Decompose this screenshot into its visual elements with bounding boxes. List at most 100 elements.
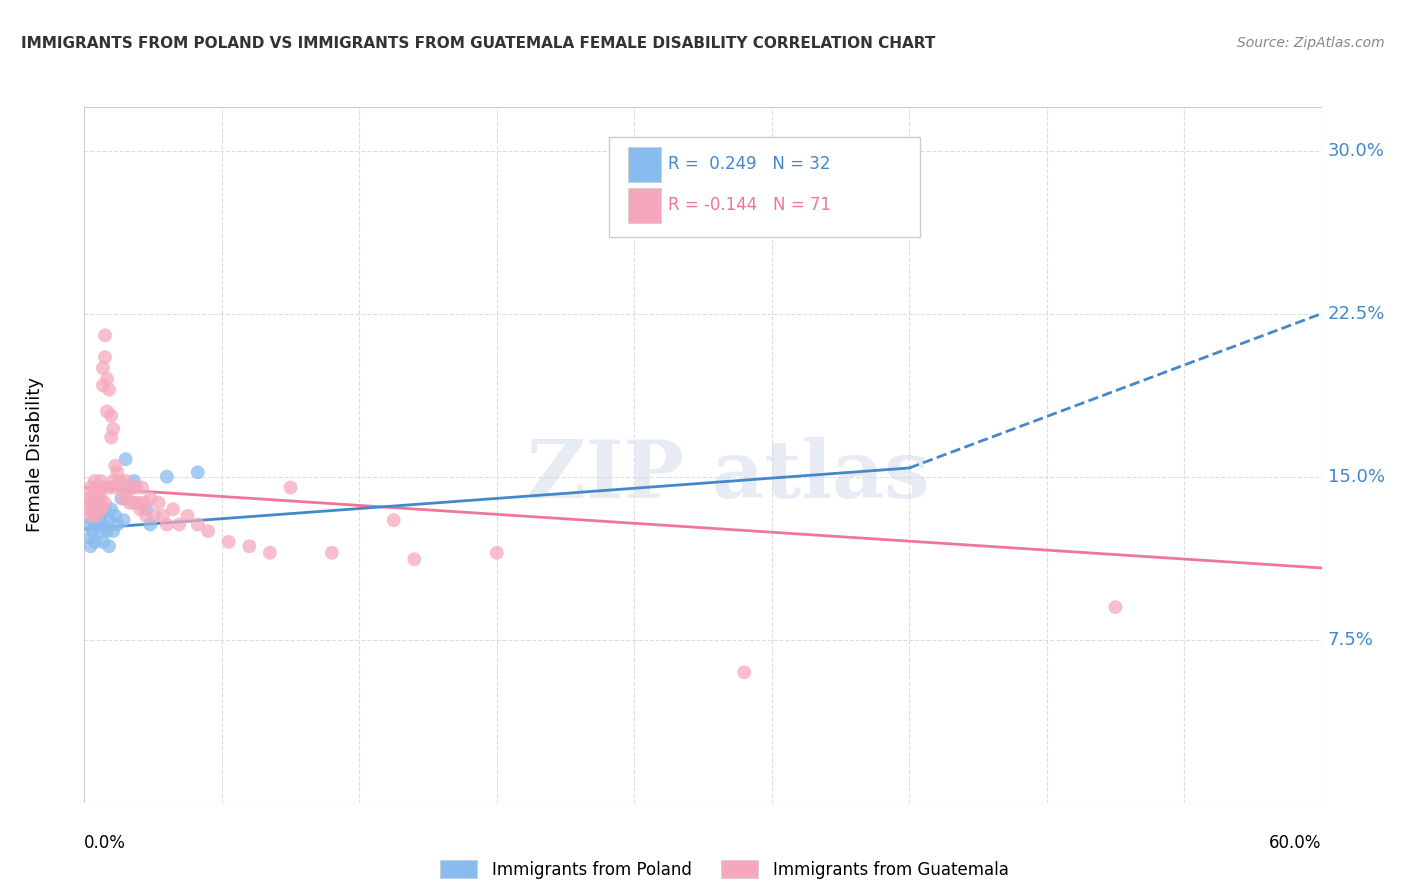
Point: [94, 328, 117, 343]
Point: [148, 496, 170, 510]
Point: [162, 502, 184, 516]
Point: [86, 502, 108, 516]
Point: [110, 491, 132, 506]
Point: [86, 496, 108, 510]
Point: [104, 458, 127, 473]
Point: [86, 517, 108, 532]
Point: [139, 491, 162, 506]
Point: [135, 508, 157, 523]
Point: [382, 513, 405, 527]
Point: [104, 508, 127, 523]
Text: R =  0.249   N = 32: R = 0.249 N = 32: [668, 155, 831, 173]
Point: [218, 535, 240, 549]
Point: [121, 481, 143, 495]
Point: [90, 474, 112, 488]
Point: [83, 535, 105, 549]
Point: [82, 496, 104, 510]
Text: 22.5%: 22.5%: [1327, 304, 1385, 323]
Point: [77, 517, 100, 532]
Point: [87, 513, 110, 527]
Point: [112, 491, 135, 506]
Point: [79, 539, 101, 553]
Point: [94, 502, 117, 516]
Point: [98, 481, 121, 495]
Point: [98, 539, 121, 553]
Point: [96, 404, 118, 418]
Point: [83, 508, 105, 523]
Point: [1104, 600, 1126, 615]
Text: IMMIGRANTS FROM POLAND VS IMMIGRANTS FROM GUATEMALA FEMALE DISABILITY CORRELATIO: IMMIGRANTS FROM POLAND VS IMMIGRANTS FRO…: [21, 36, 935, 51]
Point: [79, 531, 101, 545]
Point: [91, 517, 114, 532]
Point: [105, 466, 128, 480]
Point: [485, 546, 508, 560]
Point: [135, 502, 157, 516]
Point: [114, 452, 136, 467]
Point: [129, 502, 152, 516]
Point: [82, 513, 104, 527]
Text: Immigrants from Guatemala: Immigrants from Guatemala: [773, 861, 1010, 879]
Point: [103, 474, 125, 488]
Point: [104, 481, 127, 495]
Point: [143, 508, 166, 523]
Point: [238, 539, 260, 553]
Point: [82, 524, 104, 538]
Text: 0.0%: 0.0%: [84, 834, 127, 852]
Point: [152, 508, 174, 523]
Point: [125, 481, 148, 495]
Text: 30.0%: 30.0%: [1327, 142, 1385, 160]
Point: [96, 372, 118, 386]
Point: [90, 524, 112, 538]
Point: [82, 502, 104, 516]
Point: [112, 513, 135, 527]
Point: [87, 502, 110, 516]
Point: [404, 552, 426, 566]
Point: [79, 481, 101, 495]
Point: [122, 474, 145, 488]
Point: [100, 502, 122, 516]
Point: [187, 466, 209, 480]
Point: [91, 378, 114, 392]
Point: [83, 474, 105, 488]
Point: [733, 665, 755, 680]
Point: [82, 487, 104, 501]
Point: [87, 481, 110, 495]
Point: [105, 517, 128, 532]
Text: R = -0.144   N = 71: R = -0.144 N = 71: [668, 196, 831, 214]
Point: [117, 491, 139, 506]
Point: [321, 546, 343, 560]
Point: [167, 517, 190, 532]
Point: [187, 517, 209, 532]
Point: [114, 474, 136, 488]
Point: [103, 422, 125, 436]
Text: 7.5%: 7.5%: [1327, 631, 1374, 648]
Point: [79, 508, 101, 523]
Point: [96, 524, 118, 538]
Point: [91, 360, 114, 375]
Point: [280, 481, 302, 495]
Point: [91, 481, 114, 495]
Point: [100, 409, 122, 423]
Point: [90, 508, 112, 523]
Point: [86, 481, 108, 495]
Text: Female Disability: Female Disability: [25, 377, 44, 533]
Point: [100, 431, 122, 445]
Point: [259, 546, 281, 560]
Point: [118, 496, 141, 510]
Point: [90, 502, 112, 516]
Text: Immigrants from Poland: Immigrants from Poland: [492, 861, 692, 879]
Point: [94, 350, 117, 364]
Point: [197, 524, 219, 538]
Text: ZIP atlas: ZIP atlas: [527, 437, 929, 515]
Text: Source: ZipAtlas.com: Source: ZipAtlas.com: [1237, 36, 1385, 50]
Point: [87, 496, 110, 510]
Point: [110, 481, 132, 495]
Point: [127, 496, 149, 510]
Point: [156, 469, 179, 483]
Point: [90, 491, 112, 506]
Point: [131, 481, 153, 495]
Point: [83, 491, 105, 506]
Point: [156, 517, 179, 532]
Point: [118, 481, 141, 495]
Point: [77, 502, 100, 516]
